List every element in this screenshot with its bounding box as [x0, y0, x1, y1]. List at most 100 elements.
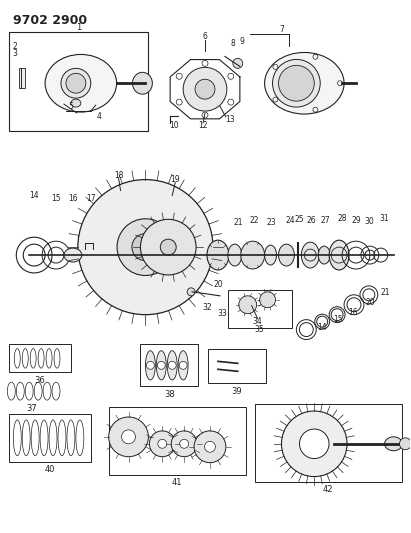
Ellipse shape [265, 52, 344, 114]
Circle shape [300, 429, 329, 458]
Ellipse shape [207, 240, 229, 270]
Ellipse shape [178, 351, 188, 380]
Ellipse shape [241, 241, 265, 269]
Circle shape [132, 233, 159, 261]
Ellipse shape [156, 351, 166, 380]
Text: 34: 34 [253, 317, 263, 326]
Circle shape [399, 438, 411, 450]
Text: 31: 31 [379, 214, 388, 223]
Text: 14: 14 [317, 323, 327, 332]
Ellipse shape [329, 240, 349, 270]
Ellipse shape [71, 99, 81, 107]
Text: 38: 38 [164, 390, 175, 399]
Circle shape [66, 74, 86, 93]
Bar [109, 407, 246, 474]
Circle shape [160, 239, 176, 255]
Ellipse shape [265, 245, 277, 265]
Ellipse shape [301, 242, 319, 268]
Text: 36: 36 [35, 376, 46, 385]
Text: 16: 16 [348, 308, 358, 317]
Text: 23: 23 [267, 218, 276, 227]
Circle shape [194, 431, 226, 463]
Circle shape [157, 361, 165, 369]
Ellipse shape [318, 246, 330, 264]
Text: 39: 39 [231, 386, 242, 395]
Bar [9, 414, 91, 462]
Text: 33: 33 [217, 309, 227, 318]
Text: 15: 15 [51, 194, 61, 203]
Circle shape [187, 288, 195, 296]
Bar [9, 344, 71, 372]
Circle shape [122, 430, 136, 444]
Text: 20: 20 [365, 298, 375, 307]
Ellipse shape [145, 351, 155, 380]
Text: 16: 16 [68, 194, 78, 203]
Ellipse shape [385, 437, 402, 451]
Text: 10: 10 [169, 122, 179, 131]
Ellipse shape [61, 68, 91, 98]
Text: 41: 41 [172, 478, 182, 487]
Text: 21: 21 [380, 288, 390, 297]
Text: 19: 19 [171, 175, 180, 184]
Circle shape [239, 296, 256, 314]
Circle shape [205, 441, 215, 452]
Text: 24: 24 [286, 216, 295, 225]
Text: 20: 20 [213, 280, 223, 289]
Text: 40: 40 [45, 465, 55, 474]
Text: 18: 18 [114, 171, 123, 180]
Ellipse shape [167, 351, 177, 380]
Text: 9702 2900: 9702 2900 [13, 14, 88, 27]
Text: 8: 8 [231, 39, 235, 48]
Text: 1: 1 [76, 23, 81, 32]
Text: 2: 2 [12, 42, 17, 51]
Text: 42: 42 [323, 485, 333, 494]
Circle shape [282, 411, 347, 477]
Text: 26: 26 [307, 216, 316, 225]
Circle shape [158, 439, 167, 448]
Text: 30: 30 [364, 217, 374, 226]
Text: 9: 9 [239, 37, 244, 46]
Circle shape [78, 180, 213, 314]
Bar [141, 344, 198, 386]
Text: 35: 35 [255, 325, 265, 334]
Circle shape [233, 59, 243, 68]
Text: 37: 37 [26, 403, 37, 413]
Circle shape [168, 361, 176, 369]
Circle shape [149, 431, 175, 457]
Text: 25: 25 [295, 215, 304, 224]
Circle shape [180, 439, 189, 448]
Text: 4: 4 [96, 111, 101, 120]
Text: 7: 7 [279, 25, 284, 34]
Circle shape [260, 292, 275, 308]
Circle shape [117, 219, 174, 276]
Bar [9, 31, 148, 131]
Circle shape [146, 361, 155, 369]
Circle shape [179, 361, 187, 369]
Text: 15: 15 [333, 315, 343, 324]
Ellipse shape [64, 248, 82, 262]
Text: 27: 27 [320, 216, 330, 225]
Text: 12: 12 [198, 122, 208, 131]
Text: 22: 22 [250, 216, 259, 225]
Ellipse shape [279, 244, 294, 266]
Text: 17: 17 [86, 194, 96, 203]
Text: 28: 28 [337, 214, 347, 223]
Circle shape [183, 67, 227, 111]
Text: 3: 3 [12, 49, 17, 58]
Ellipse shape [228, 244, 242, 266]
Circle shape [109, 417, 148, 457]
Bar [228, 290, 292, 328]
Bar [19, 68, 25, 88]
Text: 14: 14 [29, 191, 39, 200]
Ellipse shape [272, 59, 320, 107]
Ellipse shape [132, 72, 152, 94]
Circle shape [195, 79, 215, 99]
Bar [208, 350, 266, 383]
Text: 5: 5 [69, 102, 73, 110]
Text: 13: 13 [225, 115, 235, 124]
Circle shape [141, 219, 196, 275]
Text: 29: 29 [351, 216, 361, 225]
Circle shape [279, 66, 314, 101]
Bar [255, 404, 402, 481]
Text: 32: 32 [202, 303, 212, 312]
